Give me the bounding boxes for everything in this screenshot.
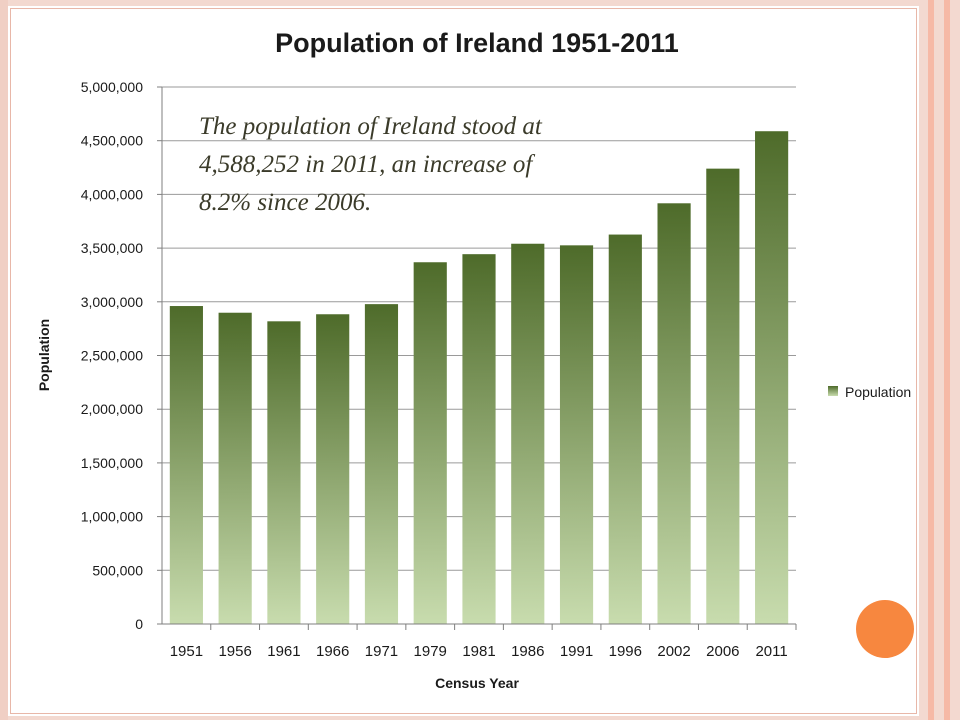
- y-tick-label: 3,000,000: [81, 294, 143, 310]
- x-tick-label: 1971: [365, 643, 398, 660]
- frame-right-stripe: [934, 0, 944, 720]
- frame-right-stripe: [944, 0, 950, 720]
- x-tick-label: 1991: [560, 643, 593, 660]
- legend-label: Population: [845, 384, 911, 400]
- y-tick-label: 2,500,000: [81, 348, 143, 364]
- x-tick-label: 2002: [657, 643, 690, 660]
- y-tick-label: 2,000,000: [81, 401, 143, 417]
- x-tick-label: 2011: [755, 643, 787, 660]
- bar-1981: [462, 254, 496, 625]
- y-tick-label: 1,500,000: [81, 455, 143, 471]
- bar-1966: [316, 314, 350, 624]
- bar-1991: [559, 245, 594, 625]
- legend: Population: [828, 384, 911, 400]
- bar-1986: [511, 243, 545, 625]
- frame-top-border: [0, 0, 960, 6]
- x-tick-label: 1996: [609, 643, 642, 660]
- slide-border: [10, 8, 917, 714]
- x-tick-label: 1961: [267, 643, 300, 660]
- bar-2006: [706, 168, 740, 624]
- x-tick-label: 1981: [462, 643, 495, 660]
- frame-right-stripe: [919, 0, 928, 720]
- bar-1956: [218, 312, 252, 624]
- frame-right-stripe: [950, 0, 960, 720]
- bar-2011: [755, 131, 789, 624]
- bar-1961: [267, 321, 301, 624]
- x-tick-label: 1966: [316, 643, 349, 660]
- bar-1951: [169, 306, 203, 624]
- x-tick-label: 1956: [218, 643, 251, 660]
- bar-2002: [657, 203, 691, 624]
- y-tick-label: 1,000,000: [81, 509, 143, 525]
- y-tick-label: 4,000,000: [81, 186, 143, 202]
- x-tick-label: 1951: [170, 643, 203, 660]
- annotation: The population of Ireland stood at 4,588…: [199, 113, 543, 216]
- annotation-line: 8.2% since 2006.: [199, 189, 371, 216]
- bar-1979: [413, 262, 447, 624]
- y-tick-label: 3,500,000: [81, 240, 143, 256]
- y-tick-label: 0: [135, 616, 143, 632]
- x-axis-label: Census Year: [435, 675, 519, 691]
- x-tick-label: 1979: [414, 643, 447, 660]
- bar-1971: [364, 304, 399, 624]
- annotation-line: 4,588,252 in 2011, an increase of: [199, 151, 535, 178]
- legend-swatch: [828, 386, 838, 396]
- x-tick-label: 2006: [706, 643, 739, 660]
- decorative-circle: [856, 600, 914, 658]
- x-tick-label: 1986: [511, 643, 544, 660]
- y-axis-label: Population: [36, 319, 52, 391]
- y-tick-label: 4,500,000: [81, 133, 143, 149]
- bar-1996: [608, 234, 642, 624]
- annotation-line: The population of Ireland stood at: [199, 113, 543, 140]
- bars: [169, 131, 789, 625]
- frame-left-border: [0, 0, 8, 720]
- frame-bottom-border: [0, 716, 960, 720]
- chart-title: Population of Ireland 1951-2011: [275, 28, 679, 58]
- y-tick-label: 5,000,000: [81, 79, 143, 95]
- frame-right-stripe: [928, 0, 934, 720]
- axes: 0 500,000 1,000,000 1,500,000 2,000,000 2,500…: [81, 79, 797, 660]
- y-tick-label: 500,000: [92, 562, 143, 578]
